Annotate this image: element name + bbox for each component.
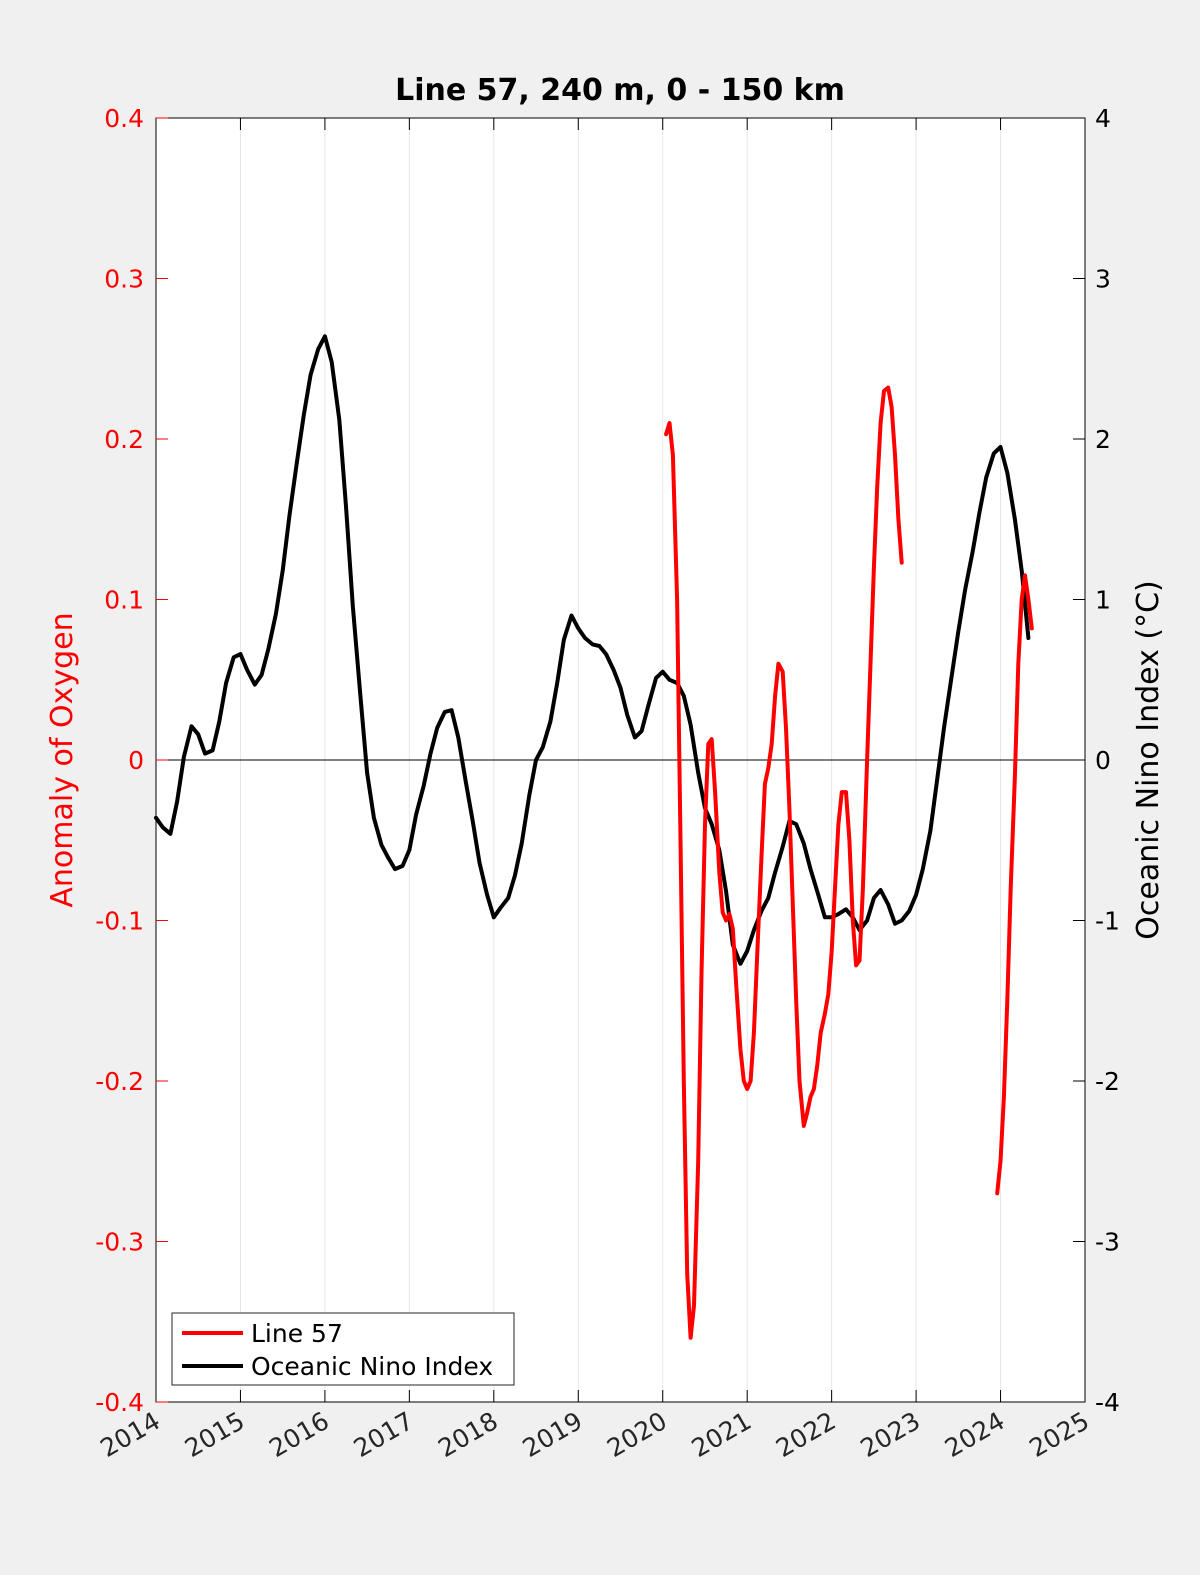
series-line-oceanic-nino-index-seg-0	[154, 334, 1031, 966]
y-left-tick-label: -0.1	[95, 907, 144, 936]
y-right-tick-label: 3	[1095, 265, 1111, 294]
y-right-tick-label: 1	[1095, 586, 1111, 615]
legend: Line 57 Oceanic Nino Index	[171, 1312, 515, 1386]
chart-title: Line 57, 240 m, 0 - 150 km	[395, 73, 845, 108]
y-left-tick-label: 0.1	[104, 586, 144, 615]
y-left-tick-label: 0	[128, 746, 144, 775]
y-left-tick-label: 0.3	[104, 265, 144, 294]
y-left-tick-label: 0.4	[104, 104, 144, 133]
y-right-tick-label: -4	[1095, 1388, 1120, 1417]
y-right-tick-label: -2	[1095, 1067, 1120, 1096]
legend-label-oni: Oceanic Nino Index	[251, 1352, 493, 1381]
legend-label-line-57: Line 57	[251, 1319, 343, 1348]
y-right-tick-label: 2	[1095, 425, 1111, 454]
series-line-line-57-seg-1	[995, 573, 1034, 1196]
y-left-tick-label: -0.2	[95, 1067, 144, 1096]
y-left-tick-label: -0.4	[95, 1388, 144, 1417]
y-left-tick-label: 0.2	[104, 425, 144, 454]
y-right-axis-label: Oceanic Nino Index (°C)	[1131, 580, 1166, 940]
y-right-tick-labels: 4 3 2 1 0 -1 -2 -3 -4	[1095, 104, 1120, 1417]
legend-box	[171, 1312, 515, 1386]
y-right-tick-label: 4	[1095, 104, 1111, 133]
y-right-tick-label: 0	[1095, 746, 1111, 775]
series-layer	[154, 334, 1034, 1340]
tick-marks	[155, 117, 1086, 1403]
y-right-tick-label: -3	[1095, 1228, 1120, 1257]
y-left-tick-labels: 0.4 0.3 0.2 0.1 0 -0.1 -0.2 -0.3 -0.4	[95, 104, 144, 1417]
y-left-tick-label: -0.3	[95, 1228, 144, 1257]
y-left-axis-label: Anomaly of Oxygen	[45, 612, 80, 907]
y-right-tick-label: -1	[1095, 907, 1120, 936]
series-line-line-57-seg-0	[664, 385, 904, 1340]
